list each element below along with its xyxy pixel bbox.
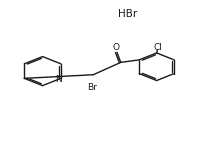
Text: HBr: HBr <box>119 9 138 19</box>
Text: Br: Br <box>87 83 97 92</box>
Text: Cl: Cl <box>153 43 162 52</box>
Text: O: O <box>112 43 119 52</box>
Text: N: N <box>55 75 61 84</box>
